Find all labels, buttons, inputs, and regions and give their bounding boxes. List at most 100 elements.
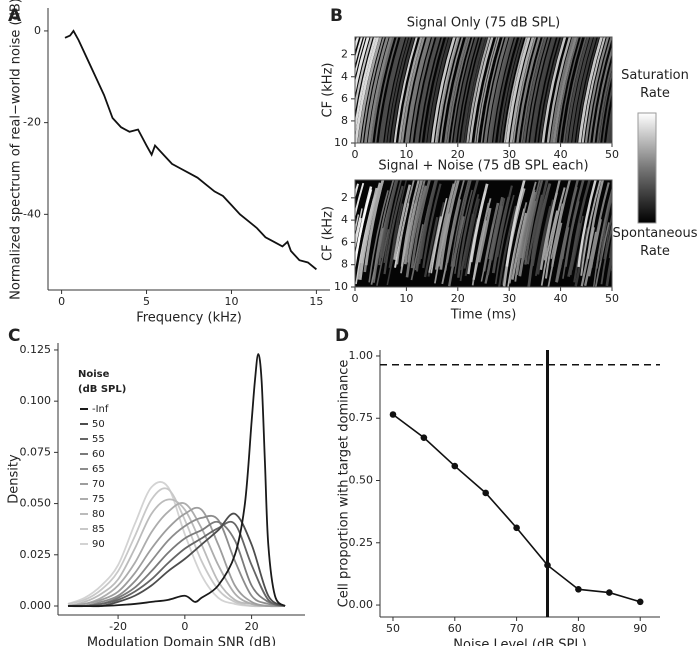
heatmap-texture — [505, 180, 526, 267]
heatmap-texture — [407, 37, 431, 143]
heatmap-texture — [364, 37, 389, 143]
heatmap-texture — [469, 183, 489, 263]
y-tick-label: 6 — [341, 235, 348, 248]
x-tick-label: 20 — [451, 292, 465, 305]
heatmap-texture — [586, 180, 605, 259]
heatmap-texture — [546, 37, 572, 143]
data-point — [451, 462, 459, 470]
heatmap-texture — [600, 222, 612, 285]
heatmap-texture — [571, 215, 584, 271]
heatmap-texture — [355, 182, 365, 219]
heatmap-texture — [584, 37, 610, 143]
heatmap-texture — [511, 212, 528, 280]
heatmap-texture — [480, 37, 505, 143]
x-axis-label: Modulation Domain SNR (dB) — [87, 636, 276, 646]
heatmap-texture — [505, 37, 531, 143]
heatmap-texture — [562, 37, 587, 143]
x-tick-label: 40 — [554, 292, 568, 305]
data-point — [606, 589, 613, 596]
y-tick-label: 4 — [341, 70, 348, 83]
y-axis-label: Density — [7, 454, 22, 504]
heatmap-texture — [460, 213, 475, 271]
heatmap-texture — [488, 196, 504, 260]
panel-title: Signal Only (75 dB SPL) — [407, 16, 560, 31]
heatmap-texture — [410, 224, 424, 281]
legend-label: 70 — [92, 479, 105, 490]
heatmap-texture — [540, 210, 558, 286]
heatmap-texture — [526, 194, 544, 265]
legend-label: 90 — [92, 539, 105, 550]
heatmap-texture — [445, 198, 462, 263]
heatmap — [355, 37, 612, 143]
heatmap-texture — [414, 37, 440, 143]
data-point — [482, 489, 489, 497]
x-tick-label: 30 — [502, 148, 516, 161]
heatmap-texture — [378, 37, 403, 143]
heatmap-texture — [569, 180, 591, 276]
heatmap-texture — [439, 37, 464, 143]
y-tick-label: 8 — [341, 114, 348, 127]
heatmap-texture — [439, 180, 460, 270]
x-axis-label: Time (ms) — [450, 308, 517, 323]
heatmap-texture — [355, 208, 363, 246]
y-tick-label: 0.075 — [20, 445, 52, 458]
heatmap-texture — [551, 180, 571, 267]
x-tick-label: 15 — [309, 295, 323, 308]
x-tick-label: 10 — [399, 148, 413, 161]
y-tick-label: 10 — [334, 280, 348, 293]
heatmap — [355, 180, 612, 287]
heatmap-texture — [393, 37, 418, 143]
heatmap-texture — [404, 37, 430, 143]
colorbar — [637, 112, 657, 224]
heatmap-texture — [529, 37, 555, 143]
heatmap-texture — [588, 37, 612, 143]
heatmap-texture — [595, 186, 612, 269]
heatmap-texture — [355, 37, 380, 143]
heatmap-texture — [565, 37, 590, 143]
heatmap-texture — [438, 180, 457, 267]
heatmap-texture — [400, 180, 420, 267]
heatmap-texture — [463, 198, 480, 269]
x-tick-label: 90 — [633, 622, 647, 635]
data-line — [392, 413, 641, 603]
data-point — [420, 434, 428, 441]
heatmap-texture — [531, 37, 556, 143]
heatmap-texture — [552, 37, 578, 143]
legend-title: Noise (dB SPL) — [78, 369, 127, 395]
heatmap-texture — [487, 37, 512, 143]
x-tick-label: 10 — [399, 292, 413, 305]
density-curve — [67, 506, 285, 608]
heatmap-texture — [393, 184, 412, 260]
heatmap-texture — [384, 37, 409, 143]
heatmap-texture — [544, 187, 566, 279]
panel-title: Signal + Noise (75 dB SPL each) — [378, 159, 588, 174]
heatmap-texture — [422, 183, 442, 269]
heatmap-texture — [463, 37, 488, 143]
panel-letter: C — [8, 326, 20, 346]
y-tick-label: 4 — [341, 213, 348, 226]
heatmap-texture — [388, 203, 404, 268]
y-tick-label: 8 — [341, 258, 348, 271]
heatmap-texture — [405, 185, 428, 278]
heatmap-texture — [482, 202, 500, 272]
heatmap-texture — [493, 37, 518, 143]
data-line — [64, 29, 317, 271]
y-tick-label: 0.025 — [20, 548, 52, 561]
heatmap-texture — [457, 180, 479, 278]
heatmap-texture — [555, 37, 579, 143]
heatmap-texture — [355, 37, 377, 139]
heatmap-texture — [522, 37, 548, 143]
x-tick-label: 40 — [554, 148, 568, 161]
x-tick-label: 0 — [58, 295, 65, 308]
heatmap-texture — [509, 37, 535, 143]
heatmap-texture — [526, 37, 551, 143]
heatmap-texture — [574, 227, 590, 287]
heatmap-texture — [370, 37, 395, 143]
heatmap-texture — [367, 37, 393, 143]
x-tick-label: 30 — [502, 292, 516, 305]
heatmap-texture — [543, 180, 561, 261]
x-tick-label: 0 — [352, 292, 359, 305]
heatmap-texture — [416, 37, 441, 143]
x-tick-label: 60 — [448, 622, 462, 635]
